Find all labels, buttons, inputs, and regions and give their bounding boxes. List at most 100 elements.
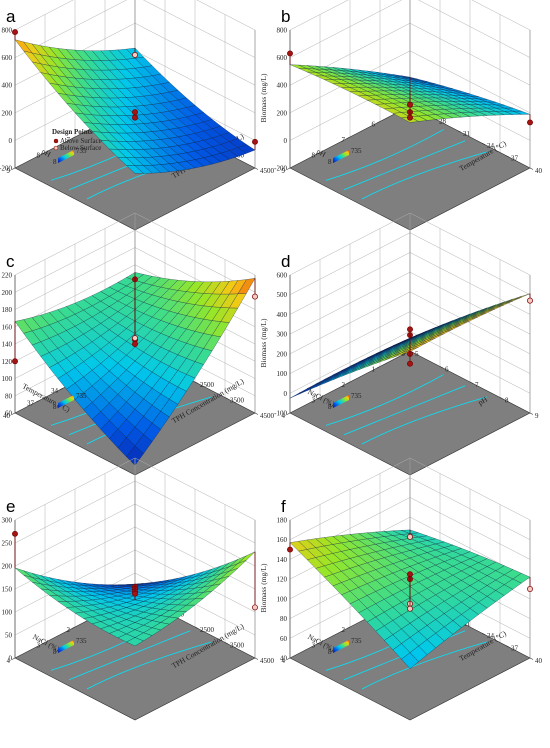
z-tick-label: 150: [2, 586, 13, 594]
design-point-below: [252, 604, 258, 611]
x-tick-label: 3500: [230, 642, 245, 650]
colorbar-low-label: 8: [328, 403, 332, 411]
y-tick: [286, 412, 291, 415]
z-tick-label: 300: [2, 517, 13, 525]
x-tick-label: 28: [439, 117, 447, 125]
x-tick: [439, 366, 444, 369]
panel-letter: e: [6, 497, 15, 516]
colorbar: [58, 640, 74, 653]
y-tick-label: 4: [282, 657, 286, 665]
colorbar: [333, 640, 349, 653]
x-tick: [224, 642, 229, 645]
colorbar-high-label: 735: [351, 637, 362, 645]
z-tick-label: 220: [2, 272, 13, 280]
contour-floor: [289, 350, 531, 476]
z-tick-label: 140: [2, 341, 13, 349]
x-tick-label: 2500: [200, 626, 215, 634]
legend-above-marker: [53, 138, 59, 144]
z-tick-label: 600: [2, 54, 13, 62]
z-tick-label: 160: [2, 323, 13, 331]
z-tick-label: 600: [277, 54, 288, 62]
z-tick-label: 200: [2, 289, 13, 297]
wall-gridline: [14, 0, 256, 58]
x-tick: [499, 397, 504, 400]
x-tick-label: 31: [463, 130, 471, 138]
design-points: [287, 529, 533, 612]
design-point-above: [132, 109, 138, 116]
colorbar-high-label: 735: [76, 392, 87, 400]
z-tick-label: 200: [2, 563, 13, 571]
x-tick: [194, 381, 199, 384]
design-point-above: [407, 360, 413, 367]
panel-e: 050100150200250300Biomass (mg/L)50015002…: [2, 457, 275, 721]
y-tick: [316, 642, 321, 645]
z-axis-label: Biomass (mg/L): [259, 563, 268, 612]
colorbar-low-label: 8: [53, 648, 57, 656]
y-tick-label: 34: [51, 387, 59, 395]
panel-letter: a: [6, 7, 16, 26]
y-tick: [41, 642, 46, 645]
x-tick-label: 34: [487, 142, 495, 150]
z-tick-label: 60: [280, 635, 288, 643]
design-point-below: [132, 335, 138, 342]
colorbar-low-label: 8: [328, 648, 332, 656]
colorbar-high-label: 735: [76, 147, 87, 155]
y-tick: [11, 167, 16, 170]
wall-gridline: [289, 0, 531, 58]
x-tick-label: 37: [511, 155, 519, 163]
y-tick-label: 2: [342, 626, 346, 634]
colorbar: [333, 395, 349, 408]
x-tick-label: 31: [463, 620, 471, 628]
response-surface: [289, 64, 531, 123]
x-tick: [529, 412, 534, 415]
y-tick-label: 3: [312, 642, 316, 650]
y-tick: [59, 387, 64, 390]
y-tick: [71, 626, 76, 629]
z-tick-label: 50: [5, 632, 13, 640]
y-tick: [316, 152, 321, 155]
y-tick-label: 4: [282, 412, 286, 420]
y-tick: [286, 657, 291, 660]
y-tick-label: 8: [37, 152, 41, 160]
back-walls: [289, 212, 531, 414]
panel-letter: d: [281, 252, 290, 271]
y-tick: [346, 381, 351, 384]
colorbar-high-label: 735: [76, 637, 87, 645]
colorbar-high-label: 735: [351, 392, 362, 400]
colorbar: [58, 395, 74, 408]
colorbar-high-label: 735: [351, 147, 362, 155]
contour-line: [343, 140, 466, 191]
x-tick-label: 40: [535, 167, 543, 175]
z-tick-label: 120: [2, 358, 13, 366]
contour-line: [361, 641, 487, 690]
z-tick-label: 0: [284, 137, 288, 145]
panel-d: -100 0 100 200 300 400 500 600 Biomass (mg/L) 5 6 7…: [259, 212, 539, 476]
response-surface: [14, 39, 256, 174]
y-tick-label: 9: [7, 167, 11, 175]
contour-line: [325, 129, 444, 181]
design-point-above: [12, 530, 18, 537]
design-point-above: [287, 50, 293, 57]
design-points: [407, 293, 533, 367]
z-axis: 050100150200250300Biomass (mg/L): [2, 517, 13, 663]
legend-title: Design Points: [52, 128, 93, 136]
y-tick-label: 4: [7, 657, 11, 665]
x-tick: [457, 130, 462, 133]
y-tick: [316, 397, 321, 400]
panel-letter: b: [281, 7, 290, 26]
x-tick-label: 4500: [260, 167, 275, 175]
z-tick-label: 300: [277, 331, 288, 339]
y-tick: [376, 366, 381, 369]
z-tick-label: 140: [277, 556, 288, 564]
design-point-below: [527, 297, 533, 304]
contour-line: [86, 641, 212, 690]
legend: 8 735: [53, 637, 87, 656]
y-axis-label: pH: [315, 147, 328, 160]
z-tick-label: 40: [280, 655, 288, 663]
design-points: [12, 272, 258, 365]
y-tick-label: 7: [67, 136, 71, 144]
design-point-below: [252, 293, 258, 300]
x-tick-label: 2500: [200, 381, 215, 389]
